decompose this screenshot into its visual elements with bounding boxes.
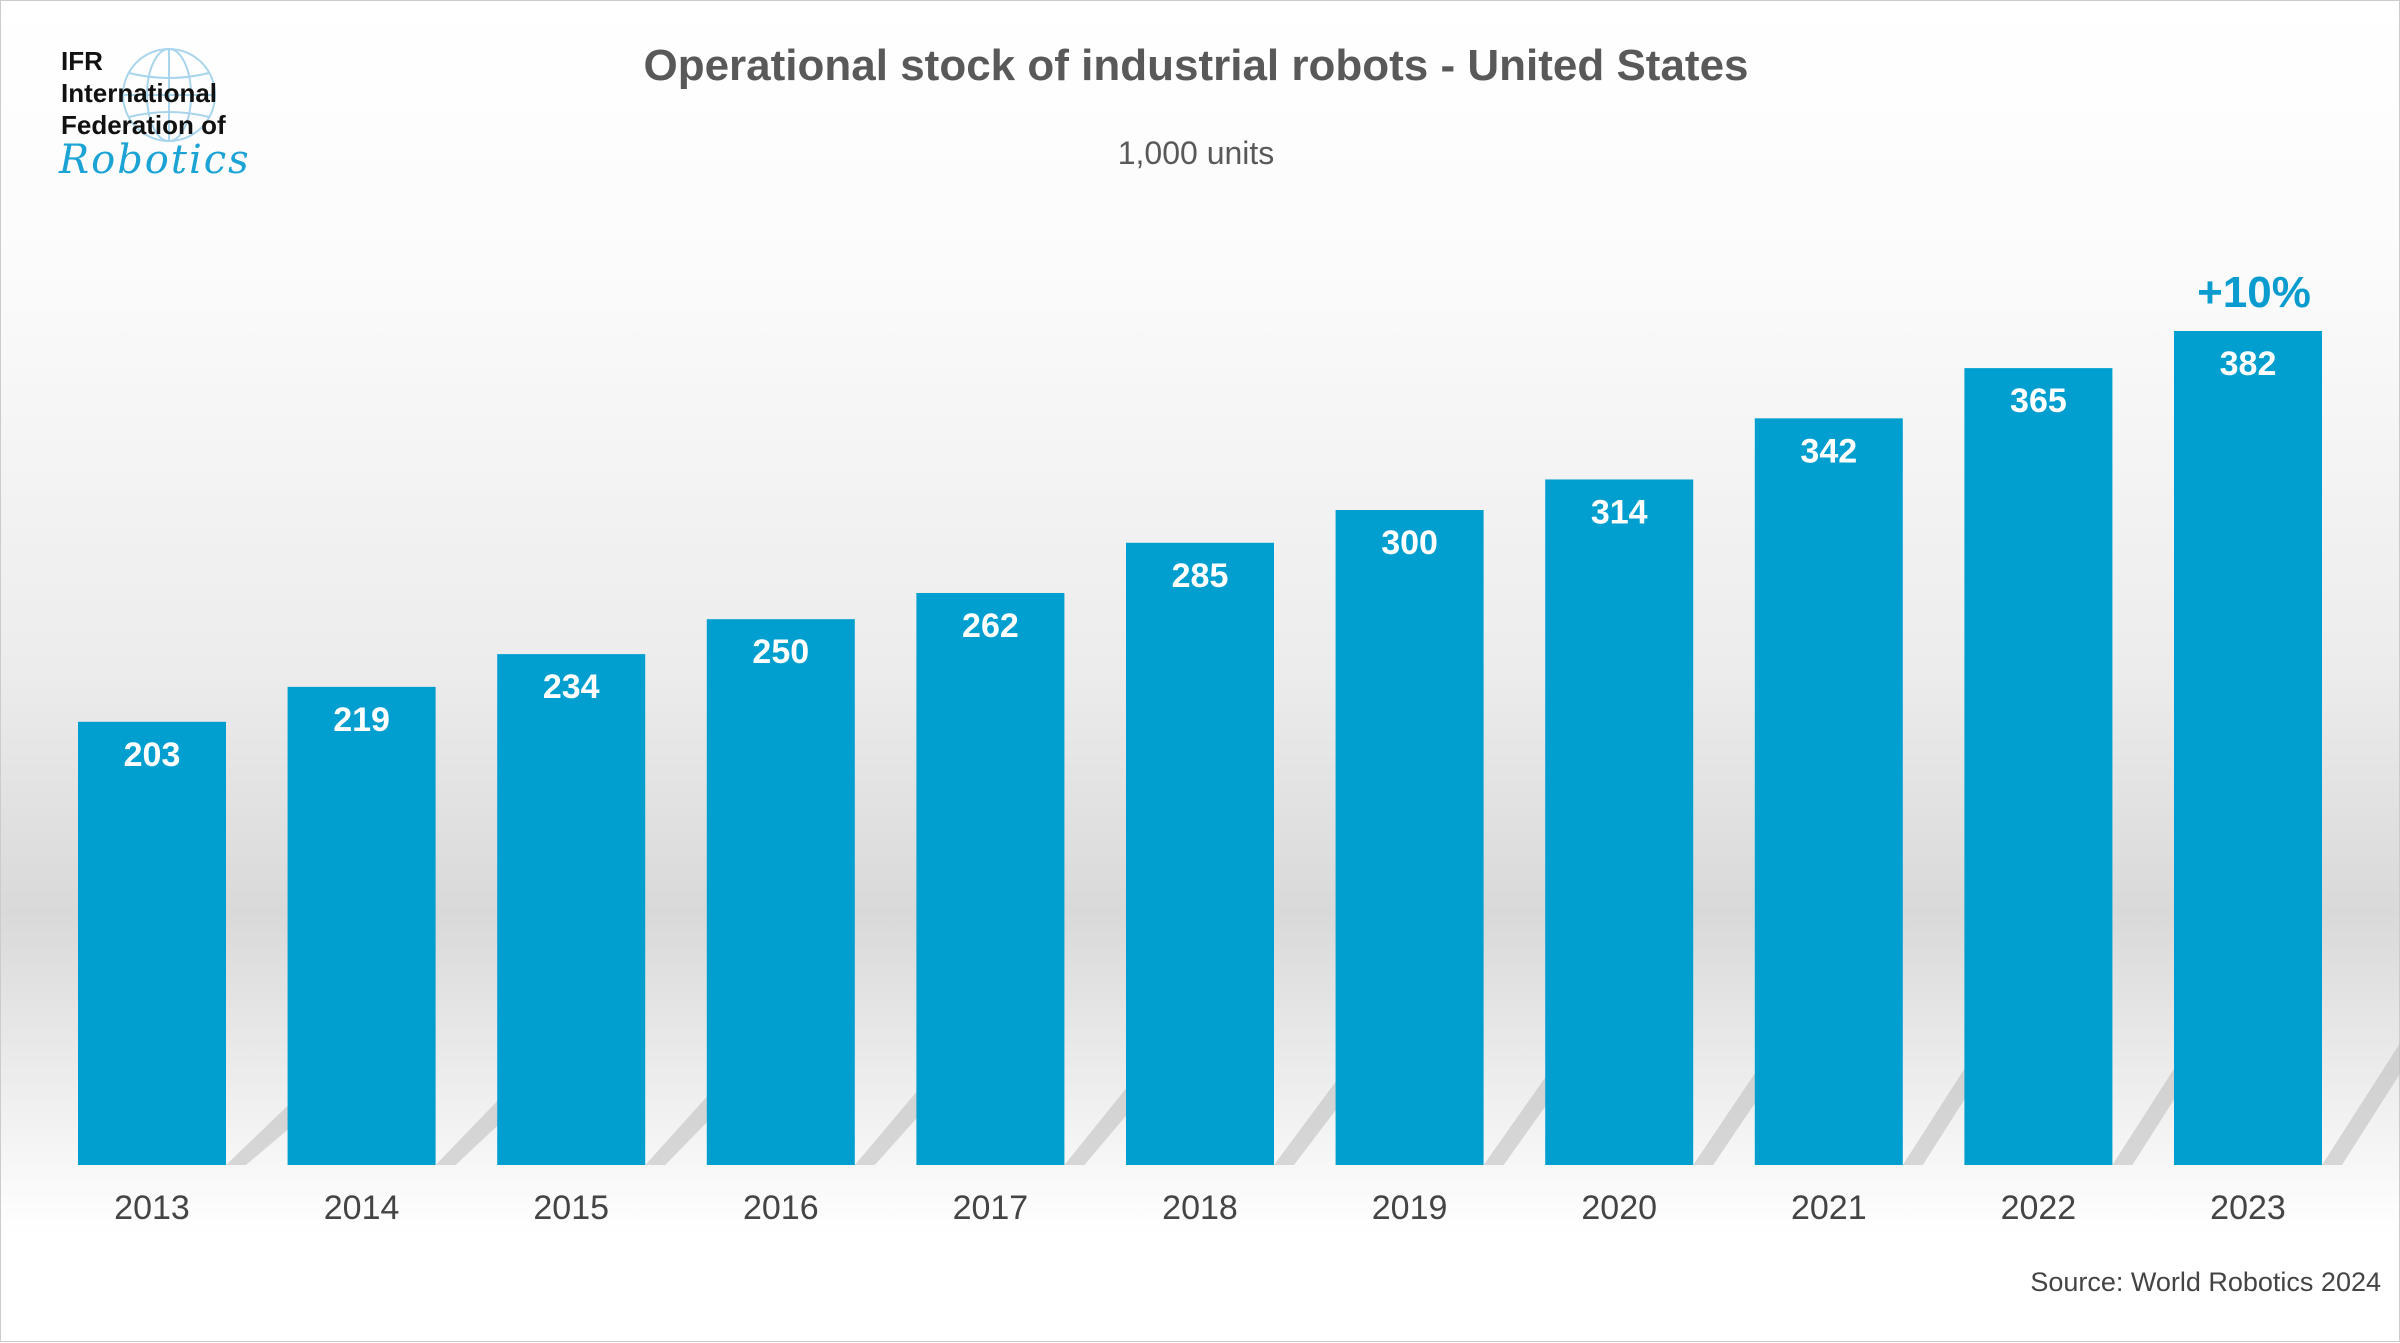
x-tick-label: 2018 [1162, 1189, 1238, 1227]
bar-2019 [1335, 510, 1484, 1165]
bar-shadow [2112, 985, 2228, 1165]
source-note: Source: World Robotics 2024 [2030, 1267, 2381, 1297]
data-label: 365 [2010, 382, 2067, 420]
chart-title: Operational stock of industrial robots -… [643, 41, 1749, 90]
bar-2014 [287, 686, 436, 1165]
data-label: 203 [124, 736, 181, 774]
x-tick-label: 2023 [2210, 1189, 2286, 1227]
bar-shadow [1693, 993, 1809, 1165]
growth-annotation: +10% [2197, 268, 2311, 317]
data-label: 234 [543, 668, 600, 706]
x-tick-label: 2017 [953, 1189, 1029, 1227]
data-label: 285 [1172, 557, 1229, 595]
chart-subtitle: 1,000 units [1117, 135, 1275, 171]
bar-2020 [1545, 479, 1694, 1166]
bar-2022 [1964, 368, 2113, 1165]
x-tick-label: 2021 [1791, 1189, 1867, 1227]
data-label: 250 [752, 633, 809, 671]
bar-2021 [1754, 418, 1903, 1165]
bar-shadow [645, 1037, 761, 1165]
bar-2013 [78, 721, 226, 1165]
x-tick-label: 2019 [1372, 1189, 1448, 1227]
bar-2018 [1126, 542, 1274, 1165]
bar-shadow [435, 1045, 551, 1165]
data-label: 342 [1800, 432, 1857, 470]
x-tick-label: 2013 [114, 1189, 190, 1227]
globe-icon [122, 48, 216, 142]
x-tick-label: 2022 [2001, 1189, 2077, 1227]
x-tick-label: 2015 [533, 1189, 609, 1227]
data-label: 382 [2220, 345, 2277, 383]
data-label: 219 [333, 701, 390, 739]
x-tick-label: 2020 [1581, 1189, 1657, 1227]
bar-2023 [2174, 331, 2322, 1165]
bar-2015 [497, 654, 646, 1165]
data-label: 314 [1591, 493, 1648, 531]
logo-robotics: Robotics [59, 137, 251, 183]
ifr-logo: IFR International Federation of Robotics [59, 39, 299, 189]
bar-2016 [706, 619, 855, 1165]
bar-2017 [916, 592, 1065, 1165]
x-tick-label: 2016 [743, 1189, 819, 1227]
logo-international: International [61, 78, 218, 108]
logo-federation: Federation of [61, 110, 226, 140]
data-label: 300 [1381, 524, 1438, 562]
x-tick-label: 2014 [324, 1189, 400, 1227]
bar-shadow [1274, 1009, 1390, 1165]
data-label: 262 [962, 607, 1019, 645]
logo-ifr: IFR [61, 46, 103, 76]
bar-shadow [2322, 1043, 2400, 1165]
